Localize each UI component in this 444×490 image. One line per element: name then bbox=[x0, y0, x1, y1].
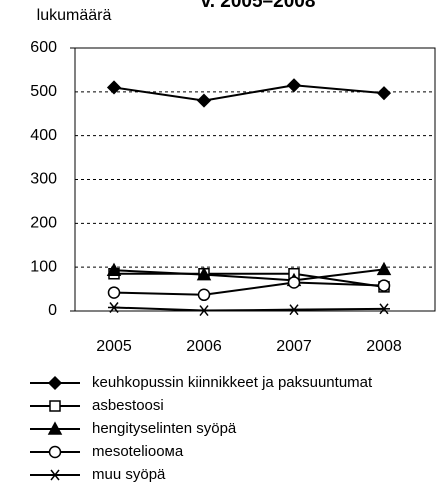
marker bbox=[49, 400, 61, 412]
x-tick-label: 2007 bbox=[276, 338, 312, 355]
legend-label: mesotelioома bbox=[92, 443, 184, 460]
marker bbox=[48, 445, 62, 459]
marker bbox=[49, 469, 61, 481]
marker bbox=[106, 80, 122, 95]
marker bbox=[107, 286, 121, 299]
x-tick-label: 2005 bbox=[96, 338, 132, 355]
marker bbox=[198, 305, 210, 317]
marker bbox=[47, 375, 63, 391]
y-tick-label: 100 bbox=[30, 258, 57, 275]
marker bbox=[286, 78, 302, 93]
series-line bbox=[113, 268, 385, 282]
series-line bbox=[113, 281, 385, 296]
y-tick-label: 300 bbox=[30, 171, 57, 188]
y-tick-label: 400 bbox=[30, 127, 57, 144]
y-tick-label: 200 bbox=[30, 215, 57, 232]
marker-stroke bbox=[379, 303, 389, 315]
chart-title: v. 2005–2008 bbox=[201, 0, 316, 12]
marker bbox=[287, 276, 301, 289]
marker bbox=[196, 93, 212, 108]
marker-stroke bbox=[109, 302, 119, 313]
marker-stroke bbox=[289, 304, 299, 316]
x-tick-label: 2006 bbox=[186, 338, 222, 355]
series-line bbox=[113, 84, 385, 102]
marker bbox=[378, 303, 390, 315]
legend-label: asbestoosi bbox=[92, 397, 164, 414]
marker bbox=[288, 304, 300, 316]
marker bbox=[196, 267, 212, 281]
legend-label: hengityselinten syöpä bbox=[92, 420, 237, 437]
series-line bbox=[113, 306, 385, 312]
marker bbox=[197, 288, 211, 302]
y-tick-label: 500 bbox=[30, 83, 57, 100]
x-tick-label: 2008 bbox=[366, 338, 402, 355]
legend-label: keuhkopussin kiinnikkeet ja paksuuntumat bbox=[92, 374, 373, 391]
marker bbox=[377, 279, 391, 292]
marker bbox=[106, 262, 122, 276]
marker-stroke bbox=[50, 469, 60, 481]
y-tick-label: 600 bbox=[30, 39, 57, 56]
marker bbox=[376, 261, 392, 276]
marker bbox=[108, 302, 120, 313]
marker bbox=[376, 86, 392, 101]
y-axis-label: lukumäärä bbox=[37, 7, 112, 24]
marker-stroke bbox=[199, 305, 209, 317]
series-line bbox=[114, 272, 385, 288]
y-tick-label: 0 bbox=[48, 302, 57, 319]
legend-label: muu syöpä bbox=[92, 466, 166, 483]
marker bbox=[47, 421, 63, 435]
